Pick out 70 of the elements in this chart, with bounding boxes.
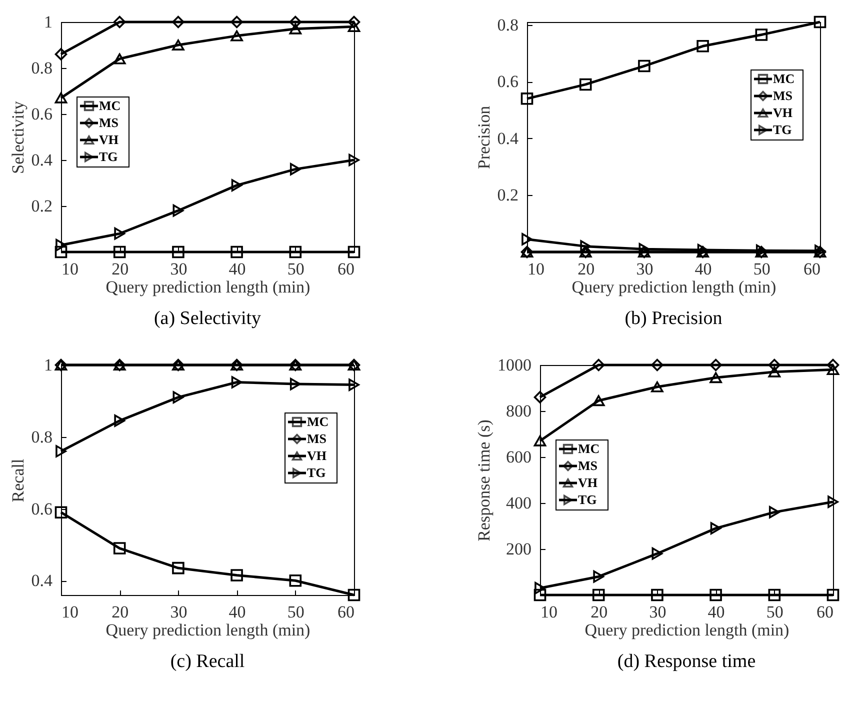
- legend-label: VH: [307, 448, 326, 463]
- x-tick-label: 60: [816, 602, 834, 622]
- legend-label: MS: [773, 88, 792, 103]
- legend-label: TG: [99, 149, 118, 164]
- x-tick-label: 60: [804, 260, 820, 278]
- x-axis-title: Query prediction length (min): [106, 278, 310, 296]
- x-tick-label: 40: [694, 260, 712, 278]
- legend-label: MS: [578, 458, 598, 473]
- legend-label: MC: [99, 98, 121, 113]
- y-tick-label: 0.2: [497, 186, 518, 205]
- y-tick-label: 1: [44, 356, 52, 374]
- x-tick-label: 30: [649, 602, 666, 622]
- x-axis-title: Query prediction length (min): [584, 620, 790, 640]
- x-tick-label: 10: [540, 602, 558, 622]
- x-tick-label: 30: [170, 602, 188, 622]
- legend-label: MS: [99, 115, 118, 130]
- y-tick-label: 0.4: [497, 128, 519, 148]
- y-tick-label: 0.4: [31, 150, 53, 170]
- text: (c) Recall: [170, 651, 245, 672]
- y-tick-label: 1: [44, 12, 52, 32]
- x-tick-label: 60: [338, 602, 354, 622]
- x-tick-label: 30: [170, 260, 188, 278]
- y-tick-label: 0.8: [497, 15, 518, 34]
- x-tick-label: 10: [528, 260, 544, 278]
- y-tick-label: 0.6: [31, 499, 52, 518]
- y-axis-title: Recall: [8, 458, 28, 502]
- y-tick-label: 800: [506, 402, 532, 420]
- text: (d) Response time: [617, 651, 756, 672]
- x-tick-label: 20: [112, 260, 129, 278]
- text: (a) Selectivity: [154, 308, 262, 329]
- y-tick-label: 0.8: [31, 58, 52, 78]
- x-tick-label: 50: [287, 260, 304, 278]
- x-axis-title: Query prediction length (min): [106, 620, 310, 640]
- legend-label: VH: [99, 132, 118, 147]
- x-tick-label: 60: [338, 260, 354, 278]
- x-tick-label: 40: [228, 602, 246, 622]
- x-tick-label: 50: [766, 602, 784, 622]
- legend-label: TG: [578, 492, 597, 507]
- legend-label: MC: [578, 441, 600, 456]
- y-tick-label: 600: [506, 448, 532, 466]
- text: (b) Precision: [624, 308, 723, 329]
- y-tick-label: 0.8: [31, 427, 52, 446]
- y-tick-label: 1000: [498, 356, 532, 374]
- x-tick-label: 20: [590, 602, 608, 622]
- y-axis-title: Selectivity: [8, 100, 28, 174]
- y-axis-title: Response time (s): [474, 420, 494, 542]
- x-tick-label: 10: [62, 260, 78, 278]
- x-tick-label: 50: [753, 260, 770, 278]
- y-tick-label: 0.6: [31, 104, 52, 124]
- y-tick-label: 0.6: [497, 72, 518, 92]
- legend-label: TG: [307, 465, 326, 480]
- legend-label: TG: [773, 122, 792, 137]
- y-tick-label: 0.2: [31, 196, 52, 216]
- x-tick-label: 40: [228, 260, 246, 278]
- y-tick-label: 0.4: [31, 571, 53, 590]
- legend-label: MC: [307, 414, 329, 429]
- x-tick-label: 30: [636, 260, 654, 278]
- x-tick-label: 10: [62, 602, 78, 622]
- legend-label: VH: [773, 105, 792, 120]
- legend-label: MC: [773, 71, 795, 86]
- y-tick-label: 400: [506, 494, 532, 512]
- x-tick-label: 20: [578, 260, 595, 278]
- x-tick-label: 50: [287, 602, 304, 622]
- y-tick-label: 200: [506, 540, 532, 558]
- x-tick-label: 20: [112, 602, 129, 622]
- y-axis-title: Precision: [474, 105, 494, 170]
- legend-label: VH: [578, 475, 598, 490]
- x-axis-title: Query prediction length (min): [572, 278, 776, 296]
- legend-label: MS: [307, 431, 326, 446]
- x-tick-label: 40: [708, 602, 725, 622]
